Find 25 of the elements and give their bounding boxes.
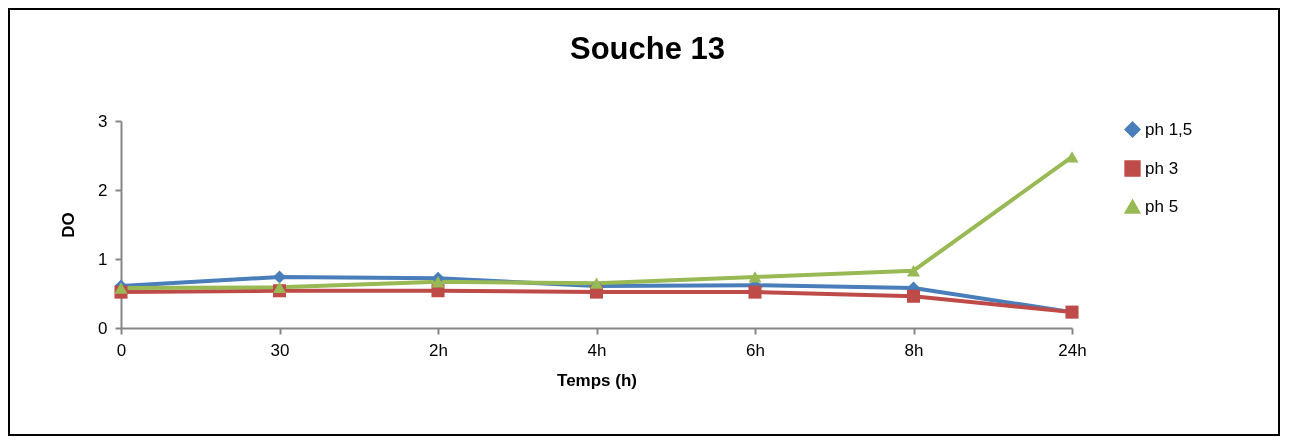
y-tick-label: 3 (98, 111, 108, 131)
point (1065, 151, 1079, 163)
legend-label: ph 5 (1145, 196, 1179, 216)
x-axis-title: Temps (h) (557, 370, 637, 390)
point (748, 271, 762, 283)
point (272, 281, 287, 293)
point (431, 276, 445, 288)
y-axis-title: DO (59, 212, 79, 238)
x-tick-label: 6h (746, 340, 765, 360)
y-tick-label: 2 (98, 180, 108, 200)
y-tick-label: 0 (98, 318, 108, 338)
x-tick-label: 4h (587, 340, 607, 360)
x-tick-label: 2h (429, 340, 448, 360)
point (589, 277, 604, 289)
y-tick-label: 1 (98, 249, 108, 269)
chart-title: Souche 13 (569, 31, 726, 66)
x-tick-label: 30 (270, 340, 290, 360)
legend-label: ph 3 (1145, 158, 1179, 178)
x-tick-label: 0 (116, 340, 127, 360)
legend-label: ph 1,5 (1145, 119, 1193, 139)
point (748, 285, 762, 299)
x-tick-label: 8h (904, 340, 924, 360)
x-tick-label: 24h (1058, 340, 1087, 360)
point (906, 289, 921, 303)
point (906, 265, 921, 277)
